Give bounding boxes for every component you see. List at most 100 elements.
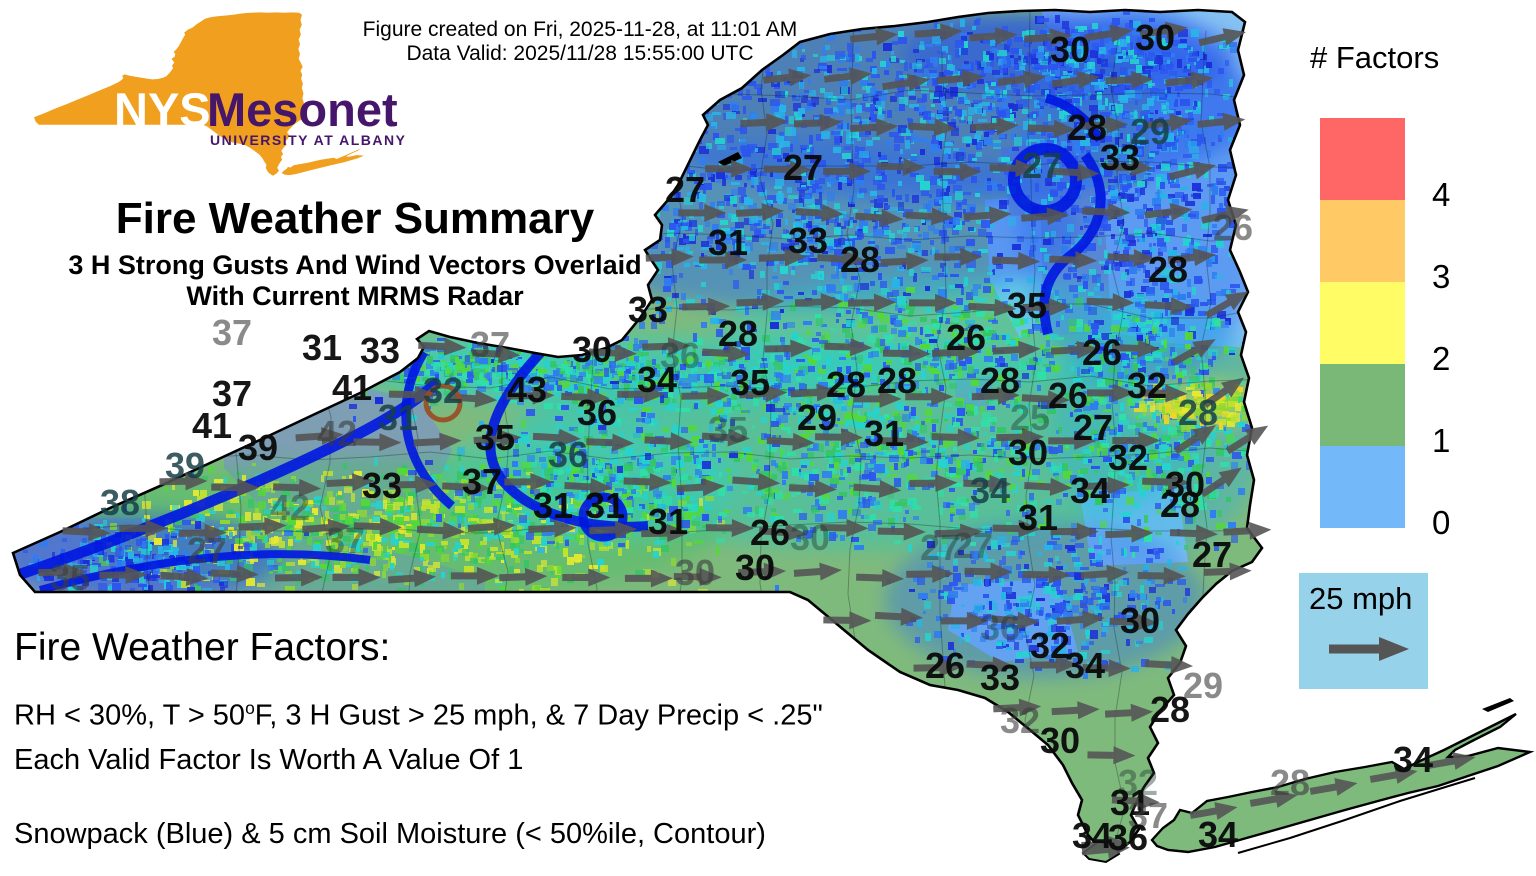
gust-label: 43 [507,369,547,410]
gust-label: 33 [1100,137,1140,178]
gust-label: 41 [332,367,372,408]
gust-label: 37 [212,373,252,414]
gust-label: 27 [1192,534,1232,575]
factor-color-block-1 [1320,364,1405,446]
gust-label: 28 [877,360,917,401]
gust-label: 27 [187,530,227,571]
wind-legend-bg [1299,573,1428,689]
gust-label: 41 [192,405,232,446]
wind-speed-label: 25 mph [1309,581,1413,616]
factor-label-2: 2 [1432,340,1451,377]
gust-label: 30 [572,329,612,370]
gust-label: 33 [980,657,1020,698]
gust-label: 28 [1270,762,1310,803]
factor-label-1: 1 [1432,422,1451,459]
gust-label: 42 [270,487,310,528]
factors-legend-title: # Factors [1310,40,1440,75]
gust-label: 39 [165,445,205,486]
gust-label: 34 [1065,645,1105,686]
gust-label: 28 [840,239,880,280]
fire-weather-factors-heading: Fire Weather Factors: [14,626,391,669]
gust-label: 34 [1070,470,1110,511]
wind-legend-arrow-icon [1329,637,1409,661]
gust-label: 26 [750,512,790,553]
ny-state-outline [11,8,1264,858]
gust-label: 31 [533,485,573,526]
logo-mesonet-text: Mesonet [207,83,398,136]
gust-label: 25 [1010,397,1050,438]
gust-label: 30 [1050,29,1090,70]
logo-nys-text: NYS [114,83,211,136]
gust-label: 42 [317,413,357,454]
logo-university-text: UNIVERSITY AT ALBANY [210,132,407,148]
gust-label: 35 [708,409,748,450]
factor-color-block-3 [1320,200,1405,282]
gust-label: 27 [953,525,993,566]
gust-label: 27 [920,527,960,568]
gust-label: 35 [1007,285,1047,326]
gust-label: 29 [797,397,837,438]
gust-label: 27 [1073,407,1113,448]
gust-label: 35 [50,557,90,598]
gust-label: 33 [360,330,400,371]
gust-label: 28 [980,360,1020,401]
subtitle-line-2: With Current MRMS Radar [186,281,524,311]
snowpack-soil-line: Snowpack (Blue) & 5 cm Soil Moisture (< … [14,818,766,850]
criteria-part-a: RH < 30%, T > 50 [14,699,246,732]
gust-label: 39 [238,427,278,468]
figure-created-line: Figure created on Fri, 2025-11-28, at 11… [362,18,798,41]
wind-arrows-layer [38,21,1476,859]
gust-label: 32 [1127,365,1167,406]
factor-color-block-0 [1320,446,1405,528]
gust-label: 28 [1160,484,1200,525]
factor-color-block-2 [1320,282,1405,364]
gust-label: 32 [1000,700,1040,741]
gust-label: 32 [1030,625,1070,666]
gust-label: 31 [1018,497,1058,538]
gust-label: 30 [1040,720,1080,761]
gust-label: 30 [1120,600,1160,641]
gust-label: 33 [362,465,402,506]
gust-label: 32 [1108,437,1148,478]
gust-label: 27 [665,169,705,210]
subtitle-line-1: 3 H Strong Gusts And Wind Vectors Overla… [68,250,642,280]
gust-label: 37 [212,312,252,353]
gust-label: 37 [462,461,502,502]
gust-label: 30 [1008,432,1048,473]
gust-label: 35 [730,362,770,403]
gust-label: 27 [783,147,823,188]
gust-label: 35 [475,417,515,458]
factor-color-block-4 [1320,118,1405,200]
factor-label-0: 0 [1432,504,1451,541]
gust-label: 33 [628,289,668,330]
factor-label-4: 4 [1432,176,1451,213]
figure-title: Fire Weather Summary [115,194,595,243]
wind-speed-legend: 25 mph [1299,573,1428,689]
gust-label: 28 [718,313,758,354]
gust-label: 29 [1183,665,1223,706]
gust-label: 28 [826,364,866,405]
gust-label: 26 [1213,207,1253,248]
gust-label: 34 [970,470,1010,511]
gust-label: 36 [577,392,617,433]
gust-label: 30 [675,552,715,593]
data-valid-line: Data Valid: 2025/11/28 15:55:00 UTC [406,42,754,65]
degree-superscript: o [245,698,255,718]
gust-label: 26 [946,317,986,358]
fishers-island [1482,698,1514,712]
shore-flag [718,152,742,166]
factor-value-line: Each Valid Factor Is Worth A Value Of 1 [14,744,524,776]
gust-label: 31 [708,222,748,263]
factors-criteria-line: RH < 30%, T > 50oF, 3 H Gust > 25 mph, &… [14,698,823,733]
factors-color-bar [1320,118,1405,528]
gust-label: 31 [648,501,688,542]
figure-subtitle: 3 H Strong Gusts And Wind Vectors Overla… [20,250,690,312]
gust-label: 30 [1135,17,1175,58]
station-ring-brown [423,383,463,423]
figure-timestamp-block: Figure created on Fri, 2025-11-28, at 11… [300,18,860,66]
gust-label: 30 [1165,464,1205,505]
gust-label: 37 [470,324,510,365]
